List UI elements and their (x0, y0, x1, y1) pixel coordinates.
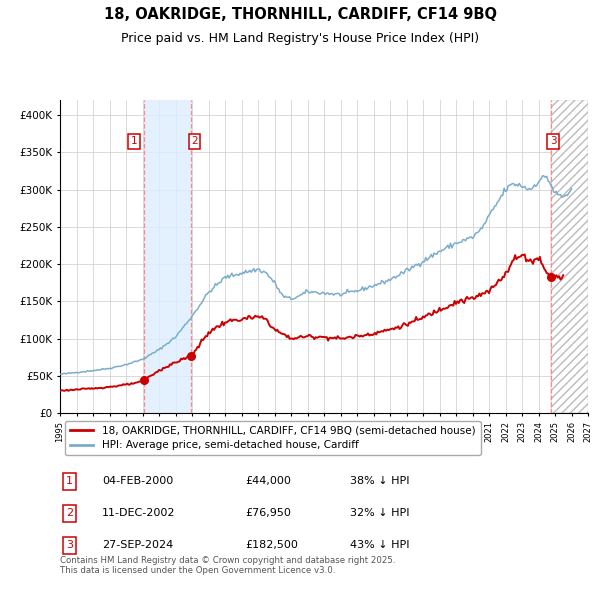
Text: 3: 3 (550, 136, 557, 146)
Bar (144, 100, 191, 413)
Text: £182,500: £182,500 (245, 540, 298, 550)
Text: 27-SEP-2024: 27-SEP-2024 (102, 540, 173, 550)
Text: £76,950: £76,950 (245, 509, 290, 519)
Text: 04-FEB-2000: 04-FEB-2000 (102, 477, 173, 486)
Text: 43% ↓ HPI: 43% ↓ HPI (350, 540, 410, 550)
Bar (551, 100, 588, 413)
Text: 3: 3 (66, 540, 73, 550)
Text: 1: 1 (131, 136, 137, 146)
Text: 18, OAKRIDGE, THORNHILL, CARDIFF, CF14 9BQ: 18, OAKRIDGE, THORNHILL, CARDIFF, CF14 9… (104, 7, 497, 22)
Text: 1: 1 (66, 477, 73, 486)
Legend: 18, OAKRIDGE, THORNHILL, CARDIFF, CF14 9BQ (semi-detached house), HPI: Average p: 18, OAKRIDGE, THORNHILL, CARDIFF, CF14 9… (65, 421, 481, 455)
Text: Contains HM Land Registry data © Crown copyright and database right 2025.
This d: Contains HM Land Registry data © Crown c… (60, 556, 395, 575)
Text: £44,000: £44,000 (245, 477, 290, 486)
Text: 2: 2 (191, 136, 198, 146)
Text: 2: 2 (66, 509, 73, 519)
Text: 11-DEC-2002: 11-DEC-2002 (102, 509, 176, 519)
Text: 38% ↓ HPI: 38% ↓ HPI (350, 477, 410, 486)
Text: 32% ↓ HPI: 32% ↓ HPI (350, 509, 410, 519)
Text: Price paid vs. HM Land Registry's House Price Index (HPI): Price paid vs. HM Land Registry's House … (121, 32, 479, 45)
